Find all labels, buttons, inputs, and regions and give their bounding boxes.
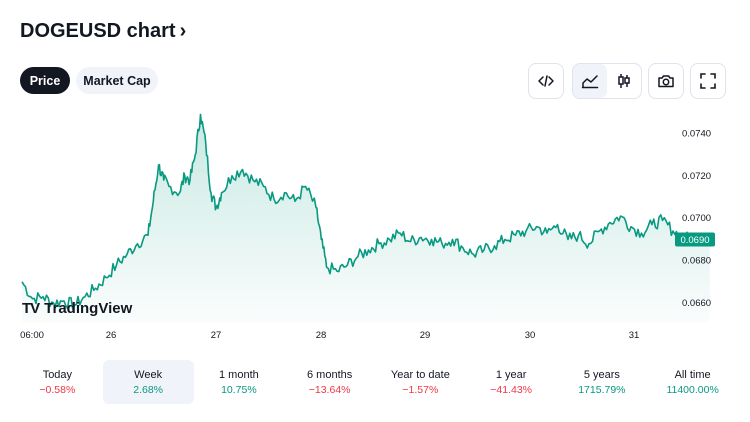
x-tick-label: 30 bbox=[525, 330, 536, 341]
tradingview-wordmark: TradingView bbox=[44, 300, 133, 317]
x-tick-label: 28 bbox=[316, 330, 327, 341]
chart-title[interactable]: DOGEUSD chart › bbox=[20, 20, 186, 43]
candlestick-icon bbox=[618, 74, 630, 88]
area-chart-button[interactable] bbox=[573, 64, 607, 98]
chart-style-group bbox=[572, 63, 642, 99]
y-tick-label: 0.0700 bbox=[682, 213, 711, 224]
period-5-years[interactable]: 5 years 1715.79% bbox=[578, 368, 626, 396]
period-year-to-date[interactable]: Year to date −1.57% bbox=[390, 368, 450, 396]
candlestick-button[interactable] bbox=[607, 64, 641, 98]
embed-button[interactable] bbox=[528, 63, 564, 99]
x-tick-label: 26 bbox=[106, 330, 117, 341]
last-price-label: 0.0690 bbox=[675, 232, 715, 247]
chevron-right-icon: › bbox=[179, 20, 187, 42]
tradingview-logo: TV TradingView bbox=[22, 300, 132, 317]
tradingview-mark-icon: TV bbox=[22, 300, 40, 317]
x-tick-label: 06:00 bbox=[20, 330, 44, 341]
y-tick-label: 0.0720 bbox=[682, 171, 711, 182]
period-all-time[interactable]: All time 11400.00% bbox=[666, 368, 719, 396]
area-chart-icon bbox=[581, 75, 599, 89]
period-6-months[interactable]: 6 months −13.64% bbox=[307, 368, 353, 396]
chart-title-text: DOGEUSD chart bbox=[20, 20, 176, 42]
price-area-fill bbox=[22, 114, 710, 323]
period-today[interactable]: Today −0.58% bbox=[39, 368, 76, 396]
y-tick-label: 0.0660 bbox=[682, 298, 711, 309]
period-selector: Today −0.58% Week 2.68% 1 month 10.75% 6 mo… bbox=[12, 360, 738, 404]
fullscreen-button[interactable] bbox=[690, 63, 726, 99]
embed-code-icon bbox=[538, 75, 554, 87]
price-chart[interactable]: 0.0740 0.0720 0.0700 0.0680 0.0660 06:00 26 27… bbox=[0, 100, 750, 345]
last-price-value: 0.0690 bbox=[680, 235, 709, 246]
snapshot-button[interactable] bbox=[648, 63, 684, 99]
y-tick-label: 0.0680 bbox=[682, 256, 711, 267]
x-tick-label: 29 bbox=[420, 330, 431, 341]
x-tick-label: 31 bbox=[629, 330, 640, 341]
x-tick-label: 27 bbox=[211, 330, 222, 341]
period-1-month[interactable]: 1 month 10.75% bbox=[219, 368, 259, 396]
tab-price[interactable]: Price bbox=[20, 67, 70, 94]
y-tick-label: 0.0740 bbox=[682, 128, 711, 139]
fullscreen-icon bbox=[700, 73, 716, 89]
period-week[interactable]: Week 2.68% bbox=[102, 360, 194, 404]
camera-icon bbox=[658, 75, 674, 88]
tab-market-cap[interactable]: Market Cap bbox=[76, 67, 158, 94]
price-line bbox=[21, 113, 711, 311]
period-1-year[interactable]: 1 year −41.43% bbox=[490, 368, 532, 396]
